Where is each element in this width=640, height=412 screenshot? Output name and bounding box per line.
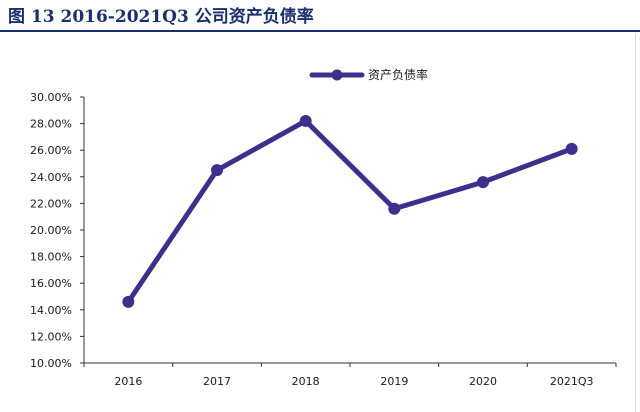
- figure-title: 图 13 2016-2021Q3 公司资产负债率: [8, 7, 314, 27]
- y-tick-label: 26.00%: [30, 144, 72, 157]
- y-tick-label: 14.00%: [30, 304, 72, 317]
- y-tick-label: 24.00%: [30, 171, 72, 184]
- data-point: [477, 176, 489, 189]
- frame-border: [635, 34, 636, 412]
- legend: 资产负债率: [309, 67, 428, 82]
- data-point: [299, 114, 312, 127]
- y-tick-label: 18.00%: [30, 251, 72, 264]
- y-tick-label: 10.00%: [30, 357, 72, 370]
- data-point: [565, 142, 578, 155]
- x-tick-label: 2018: [292, 375, 320, 388]
- x-tick-label: 2021Q3: [550, 375, 594, 388]
- title-rule: [0, 30, 640, 32]
- legend-label: 资产负债率: [368, 67, 428, 82]
- y-tick-label: 22.00%: [30, 197, 72, 210]
- data-point: [122, 295, 135, 308]
- series-line: [125, 118, 575, 305]
- x-tick-label: 2019: [380, 375, 408, 388]
- y-tick-label: 12.00%: [30, 330, 72, 343]
- legend-marker: [331, 69, 343, 81]
- x-tick-label: 2017: [203, 375, 231, 388]
- y-tick-label: 20.00%: [30, 224, 72, 237]
- data-point: [388, 202, 401, 215]
- y-tick-label: 30.00%: [30, 91, 72, 104]
- x-tick-label: 2020: [469, 375, 497, 388]
- data-point: [211, 164, 223, 177]
- y-tick-label: 16.00%: [30, 277, 72, 290]
- y-tick-label: 28.00%: [30, 118, 72, 131]
- series-layer: [122, 114, 578, 308]
- x-tick-label: 2016: [114, 375, 142, 388]
- axes: 10.00% 12.00% 14.00% 16.00% 18.00% 20.00% 22.0…: [30, 91, 617, 388]
